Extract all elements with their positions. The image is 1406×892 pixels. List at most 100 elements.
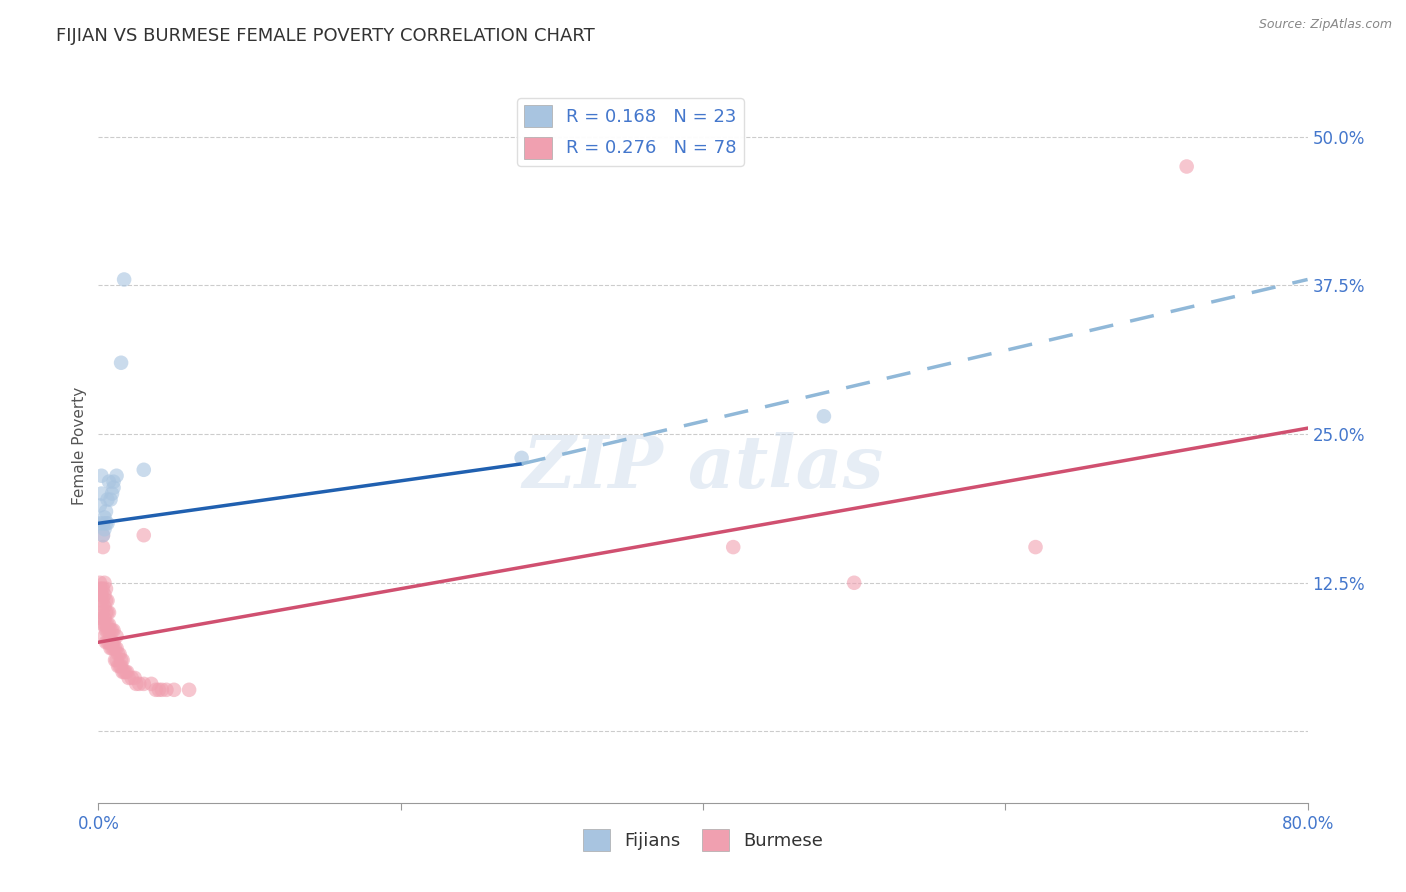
- Point: [90, 611, 112, 625]
- Point: [108, 659, 131, 673]
- Y-axis label: Female Poverty: Female Poverty: [72, 387, 87, 505]
- Point: [96, 617, 118, 632]
- Point: [93, 629, 115, 643]
- Point: [844, 575, 866, 590]
- Point: [94, 606, 117, 620]
- Point: [163, 682, 186, 697]
- Point: [91, 516, 114, 531]
- Point: [89, 499, 111, 513]
- Point: [89, 588, 111, 602]
- Point: [93, 588, 115, 602]
- Point: [100, 641, 122, 656]
- Point: [90, 582, 112, 596]
- Point: [93, 510, 115, 524]
- Point: [91, 617, 114, 632]
- Point: [98, 606, 121, 620]
- Point: [101, 486, 124, 500]
- Point: [112, 665, 135, 679]
- Point: [91, 528, 114, 542]
- Point: [107, 647, 129, 661]
- Point: [98, 475, 121, 489]
- Point: [93, 599, 115, 614]
- Point: [148, 682, 170, 697]
- Point: [1175, 160, 1198, 174]
- Point: [1024, 540, 1046, 554]
- Point: [112, 272, 135, 286]
- Point: [90, 468, 112, 483]
- Point: [101, 624, 124, 638]
- Point: [100, 492, 122, 507]
- Point: [124, 671, 146, 685]
- Point: [93, 522, 115, 536]
- Point: [89, 575, 111, 590]
- Point: [103, 481, 125, 495]
- Point: [94, 635, 117, 649]
- Point: [94, 516, 117, 531]
- Point: [723, 540, 745, 554]
- Point: [813, 409, 835, 424]
- Point: [107, 659, 129, 673]
- Point: [121, 671, 143, 685]
- Point: [90, 588, 112, 602]
- Point: [103, 624, 125, 638]
- Point: [96, 606, 118, 620]
- Point: [96, 492, 118, 507]
- Point: [90, 593, 112, 607]
- Point: [125, 677, 148, 691]
- Point: [91, 582, 114, 596]
- Point: [91, 528, 114, 542]
- Point: [118, 671, 141, 685]
- Point: [114, 665, 136, 679]
- Point: [91, 593, 114, 607]
- Point: [96, 593, 118, 607]
- Point: [89, 582, 111, 596]
- Point: [91, 606, 114, 620]
- Point: [128, 677, 150, 691]
- Text: Source: ZipAtlas.com: Source: ZipAtlas.com: [1258, 18, 1392, 31]
- Point: [101, 641, 124, 656]
- Point: [94, 582, 117, 596]
- Point: [115, 665, 138, 679]
- Point: [100, 624, 122, 638]
- Point: [98, 624, 121, 638]
- Point: [94, 504, 117, 518]
- Text: ZIP atlas: ZIP atlas: [523, 432, 883, 503]
- Legend: Fijians, Burmese: Fijians, Burmese: [575, 822, 831, 858]
- Point: [96, 635, 118, 649]
- Point: [96, 624, 118, 638]
- Point: [91, 540, 114, 554]
- Point: [145, 682, 167, 697]
- Point: [93, 575, 115, 590]
- Point: [104, 641, 127, 656]
- Point: [103, 641, 125, 656]
- Point: [94, 624, 117, 638]
- Point: [105, 629, 128, 643]
- Point: [98, 635, 121, 649]
- Point: [155, 682, 177, 697]
- Point: [110, 653, 132, 667]
- Point: [141, 677, 163, 691]
- Point: [103, 475, 125, 489]
- Point: [104, 653, 127, 667]
- Point: [103, 635, 125, 649]
- Point: [132, 463, 155, 477]
- Point: [105, 653, 128, 667]
- Point: [93, 617, 115, 632]
- Point: [132, 528, 155, 542]
- Point: [98, 617, 121, 632]
- Point: [111, 665, 134, 679]
- Point: [105, 641, 128, 656]
- Point: [132, 677, 155, 691]
- Point: [110, 659, 132, 673]
- Point: [179, 682, 201, 697]
- Point: [150, 682, 173, 697]
- Point: [111, 653, 134, 667]
- Text: FIJIAN VS BURMESE FEMALE POVERTY CORRELATION CHART: FIJIAN VS BURMESE FEMALE POVERTY CORRELA…: [56, 27, 595, 45]
- Point: [96, 516, 118, 531]
- Point: [105, 468, 128, 483]
- Point: [94, 617, 117, 632]
- Point: [90, 606, 112, 620]
- Point: [110, 356, 132, 370]
- Point: [108, 647, 131, 661]
- Point: [101, 635, 124, 649]
